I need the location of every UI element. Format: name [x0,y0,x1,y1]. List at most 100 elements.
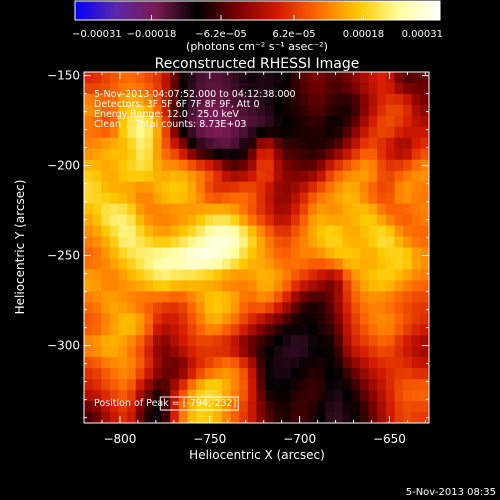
heatmap-cell [222,82,232,95]
heatmap-cell [230,159,240,172]
heatmap-cell [291,214,301,227]
heatmap-cell [118,82,128,95]
heatmap-cell [325,247,335,260]
heatmap-cell [84,412,94,423]
heatmap-cell [368,247,378,260]
heatmap-cell [222,148,232,161]
heatmap-cell [153,148,163,161]
heatmap-cell [334,148,344,161]
heatmap-cell [411,159,421,172]
heatmap-cell [360,181,370,194]
heatmap-cell [420,412,429,423]
heatmap-cell [368,203,378,216]
heatmap-cell [377,379,387,391]
heatmap-cell [222,203,232,216]
heatmap-cell [247,159,258,172]
heatmap-cell [334,269,344,282]
heatmap-cell [101,236,111,249]
heatmap-cell [109,401,120,413]
heatmap-cell [368,104,378,117]
heatmap-cell [377,291,387,303]
heatmap-cell [256,269,266,282]
heatmap-cell [230,335,240,347]
heatmap-cell [411,291,421,303]
heatmap-cell [368,214,378,227]
heatmap-cell [92,401,102,413]
heatmap-cell [187,225,197,238]
heatmap-cell [325,302,335,314]
heatmap-cell [222,72,232,84]
heatmap-cell [230,324,240,336]
heatmap-cell [127,192,137,205]
heatmap-cell [109,302,120,314]
heatmap-cell [92,280,102,292]
heatmap-cell [360,104,370,117]
heatmap-cell [420,324,429,336]
heatmap-cell [394,379,404,391]
heatmap-cell [273,324,283,336]
heatmap-cell [325,236,335,249]
heatmap-cell [282,148,292,161]
heatmap-cell [282,280,292,292]
heatmap-cell [308,258,318,271]
heatmap-cell [368,170,378,183]
heatmap-cell [135,269,145,282]
heatmap-cell [342,72,352,84]
heatmap-cell [170,335,180,347]
heatmap-cell [291,93,301,106]
heatmap-cell [360,159,370,172]
heatmap-cell [92,225,102,238]
heatmap-cell [178,181,189,194]
heatmap-cell [196,379,206,391]
heatmap-cell [420,258,429,271]
heatmap-cell [299,390,309,402]
heatmap-cell [178,346,189,358]
heatmap-cell [187,335,197,347]
heatmap-cell [92,412,102,423]
heatmap-cell [196,115,206,128]
heatmap-cell [153,126,163,139]
heatmap-cell [308,357,318,369]
heatmap-cell [394,280,404,292]
heatmap-cell [178,390,189,402]
heatmap-cell [394,269,404,282]
heatmap-cell [282,390,292,402]
heatmap-cell [196,104,206,117]
heatmap-cell [282,346,292,358]
heatmap-cell [420,93,429,106]
heatmap-cell [411,93,421,106]
heatmap-cell [109,258,120,271]
heatmap-cell [368,148,378,161]
heatmap-cell [411,247,421,260]
heatmap-cell [161,247,171,260]
heatmap-cell [377,93,387,106]
heatmap-cell [334,335,344,347]
heatmap-cell [351,324,361,336]
heatmap-cell [247,324,258,336]
heatmap-cell [351,148,361,161]
heatmap-cell [118,379,128,391]
heatmap-cell [230,170,240,183]
heatmap-cell [273,82,283,95]
heatmap-cell [153,324,163,336]
heatmap-cell [420,368,429,380]
heatmap-cell [213,335,223,347]
heatmap-cell [360,72,370,84]
heatmap-cell [222,291,232,303]
heatmap-cell [325,390,335,402]
heatmap-cell [213,115,223,128]
heatmap-cell [299,214,309,227]
heatmap-cell [351,269,361,282]
heatmap-cell [256,72,266,84]
heatmap-cell [273,346,283,358]
heatmap-cell [239,104,249,117]
heatmap-cell [334,170,344,183]
heatmap-cell [342,291,352,303]
heatmap-cell [385,280,396,292]
heatmap-cell [196,390,206,402]
heatmap-cell [239,247,249,260]
heatmap-cell [316,368,327,380]
heatmap-cell [316,236,327,249]
colorbar-tick-label: −6.2e−05 [195,29,247,40]
heatmap-cell [385,324,396,336]
